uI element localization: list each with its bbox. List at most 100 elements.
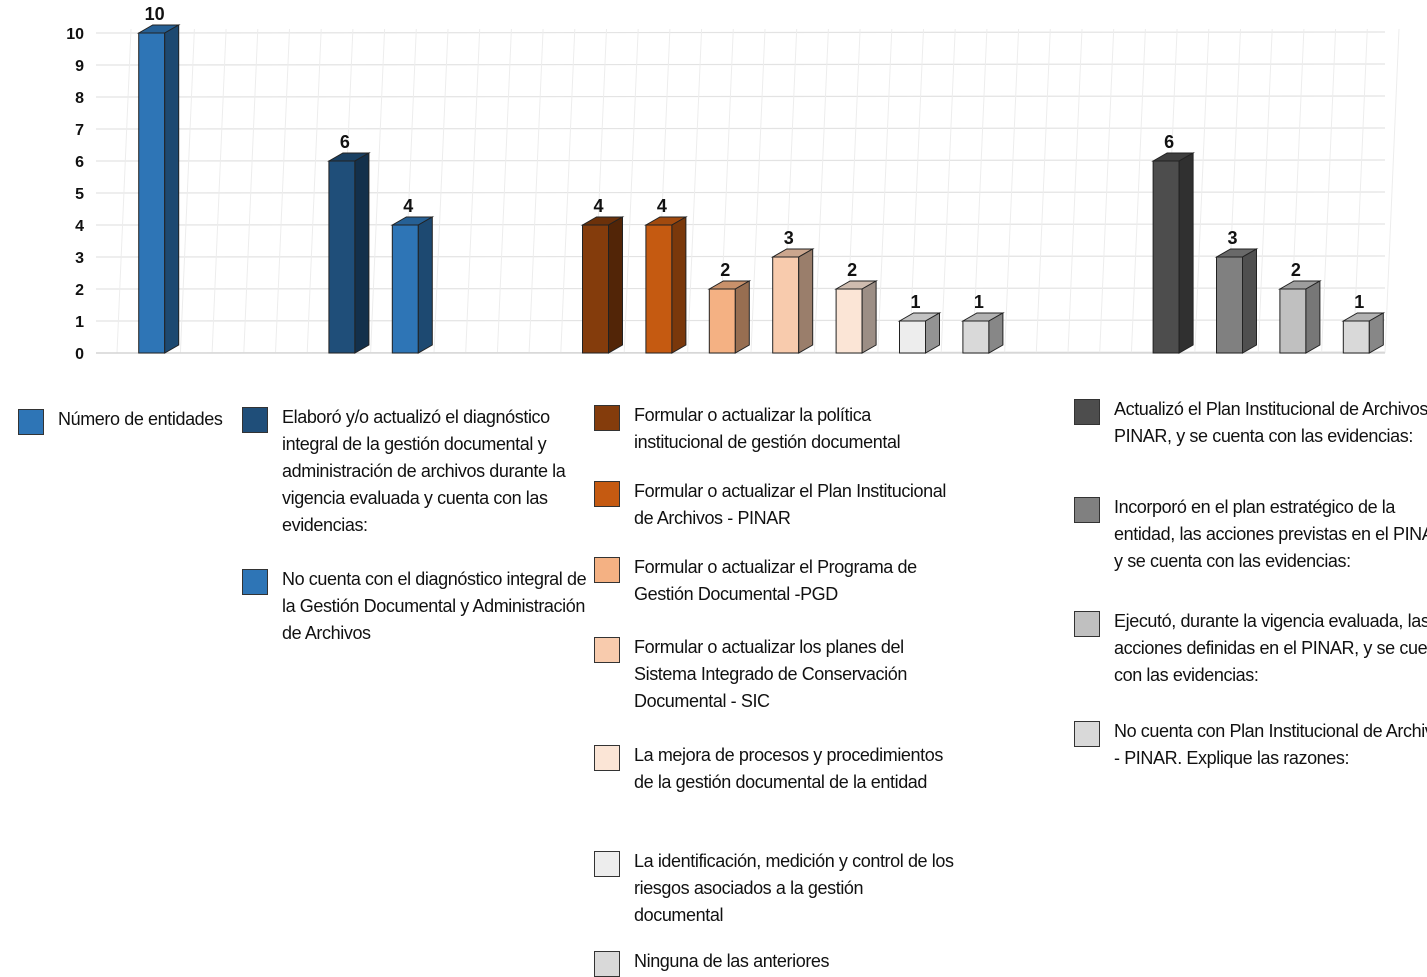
bar-front <box>1216 256 1243 354</box>
v-gridline <box>211 28 227 354</box>
y-tick-label: 2 <box>75 282 84 299</box>
bar-side <box>1178 152 1194 354</box>
bar-side <box>925 312 940 354</box>
v-gridline <box>1099 28 1115 354</box>
legend-item: Formular o actualizar la política instit… <box>594 402 954 456</box>
v-gridline <box>1352 28 1368 354</box>
bar-side <box>608 216 623 354</box>
legend-label: Actualizó el Plan Institucional de Archi… <box>1114 399 1427 446</box>
legend-swatch <box>594 557 620 583</box>
bar-front <box>899 320 926 354</box>
bar <box>1214 248 1259 354</box>
data-label: 6 <box>1164 132 1174 152</box>
v-gridline <box>370 28 386 354</box>
bar <box>770 248 815 354</box>
bar-front <box>835 288 863 354</box>
data-label: 6 <box>340 132 350 152</box>
bar-front <box>138 32 166 354</box>
v-gridline <box>940 28 956 354</box>
legend-label: Ejecutó, durante la vigencia evaluada, l… <box>1114 611 1427 685</box>
legend-label: Formular o actualizar los planes del Sis… <box>634 637 907 711</box>
bar <box>136 24 181 354</box>
y-tick-label: 6 <box>75 154 84 171</box>
v-gridline <box>1384 28 1400 354</box>
bar-front <box>645 224 673 354</box>
data-label: 2 <box>1291 260 1301 280</box>
legend-swatch <box>1074 497 1100 523</box>
legend-label: Número de entidades <box>58 409 223 429</box>
data-label: 1 <box>974 292 984 312</box>
legend-swatch <box>242 569 268 595</box>
legend-item: Número de entidades <box>18 406 248 435</box>
h-gridline <box>95 31 1386 34</box>
bar-side <box>671 216 687 354</box>
bar-side <box>988 312 1004 354</box>
bar-side <box>1305 280 1321 354</box>
legend-swatch <box>594 951 620 977</box>
v-gridline <box>116 28 132 354</box>
bar-front <box>1152 160 1180 354</box>
bar-side <box>1368 312 1384 354</box>
legend-label: La identificación, medición y control de… <box>634 851 954 925</box>
bar-side <box>1242 248 1257 354</box>
legend-item: Incorporó en el plan estratégico de la e… <box>1074 494 1427 575</box>
v-gridline <box>243 28 259 354</box>
legend-label: Formular o actualizar el Programa de Ges… <box>634 557 917 604</box>
legend-label: Formular o actualizar la política instit… <box>634 405 901 452</box>
legend-label: Formular o actualizar el Plan Institucio… <box>634 481 946 528</box>
legend-item: Elaboró y/o actualizó el diagnóstico int… <box>242 404 587 539</box>
bar <box>1151 152 1195 354</box>
h-gridline <box>95 95 1386 98</box>
legend-label: Incorporó en el plan estratégico de la e… <box>1114 497 1427 571</box>
bar-front <box>582 224 609 354</box>
bar <box>644 216 688 354</box>
legend-label: Ninguna de las anteriores <box>634 951 830 971</box>
v-gridline <box>433 28 449 354</box>
v-gridline <box>687 28 703 354</box>
y-tick-label: 4 <box>75 218 84 235</box>
legend-item: Ejecutó, durante la vigencia evaluada, l… <box>1074 608 1427 689</box>
legend-item: Formular o actualizar el Programa de Ges… <box>594 554 954 608</box>
v-gridline <box>465 28 481 354</box>
legend-swatch <box>594 851 620 877</box>
v-gridline <box>560 28 576 354</box>
data-label: 4 <box>403 196 413 216</box>
data-label: 3 <box>1227 228 1237 248</box>
legend-swatch <box>1074 611 1100 637</box>
bar-side <box>164 24 180 354</box>
v-gridline <box>1321 28 1337 354</box>
legend-swatch <box>594 481 620 507</box>
v-gridline <box>623 28 639 354</box>
bar <box>707 280 752 354</box>
data-label: 2 <box>847 260 857 280</box>
legend-item: Formular o actualizar el Plan Institucio… <box>594 478 954 532</box>
y-tick-label: 10 <box>66 26 84 43</box>
data-label: 1 <box>1354 292 1364 312</box>
v-gridline <box>179 28 195 354</box>
v-gridline <box>750 28 766 354</box>
legend-swatch <box>18 409 44 435</box>
bar-front <box>708 288 736 354</box>
data-label: 2 <box>720 260 730 280</box>
bar-side <box>798 248 814 354</box>
legend-swatch <box>594 637 620 663</box>
bar <box>327 152 371 354</box>
y-tick-label: 9 <box>75 58 84 75</box>
v-gridline <box>306 28 322 354</box>
bar-side <box>861 280 877 354</box>
data-label: 4 <box>657 196 667 216</box>
bar-front <box>328 160 356 354</box>
v-gridline <box>1067 28 1083 354</box>
data-label: 3 <box>784 228 794 248</box>
bar-front <box>1342 320 1370 354</box>
legend-item: La identificación, medición y control de… <box>594 848 954 929</box>
bar-front <box>1279 288 1307 354</box>
v-gridline <box>1194 28 1210 354</box>
legend-label: No cuenta con Plan Institucional de Arch… <box>1114 721 1427 768</box>
data-label: 1 <box>910 292 920 312</box>
y-tick-label: 0 <box>75 346 84 363</box>
bar <box>580 216 625 354</box>
legend-label: La mejora de procesos y procedimientos d… <box>634 745 943 792</box>
y-tick-label: 1 <box>75 314 84 331</box>
legend-swatch <box>242 407 268 433</box>
